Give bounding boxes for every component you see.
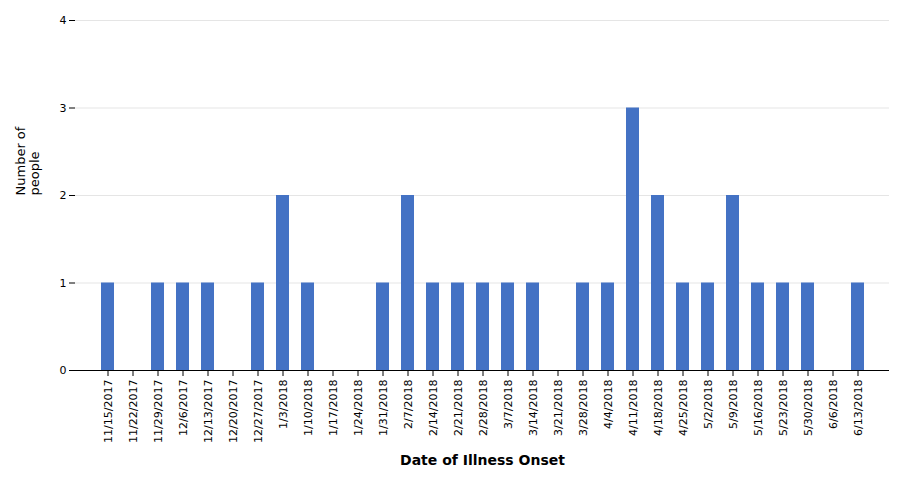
svg-text:12/20/2017: 12/20/2017: [227, 380, 240, 443]
svg-text:Date of Illness Onset: Date of Illness Onset: [400, 452, 565, 468]
svg-text:1/10/2018: 1/10/2018: [302, 380, 315, 436]
svg-text:2: 2: [60, 189, 67, 202]
svg-text:0: 0: [60, 364, 67, 377]
svg-text:1/3/2018: 1/3/2018: [277, 380, 290, 429]
svg-text:4/4/2018: 4/4/2018: [602, 380, 615, 429]
svg-text:4/25/2018: 4/25/2018: [677, 380, 690, 436]
svg-text:1/31/2018: 1/31/2018: [377, 380, 390, 436]
svg-text:3/28/2018: 3/28/2018: [577, 380, 590, 436]
svg-text:4/11/2018: 4/11/2018: [627, 380, 640, 436]
svg-text:5/23/2018: 5/23/2018: [777, 380, 790, 436]
svg-text:3/14/2018: 3/14/2018: [527, 380, 540, 436]
svg-text:2/14/2018: 2/14/2018: [427, 380, 440, 436]
svg-text:4: 4: [60, 14, 67, 27]
svg-text:1/24/2018: 1/24/2018: [352, 380, 365, 436]
svg-text:5/2/2018: 5/2/2018: [702, 380, 715, 429]
svg-text:2/28/2018: 2/28/2018: [477, 380, 490, 436]
svg-text:2/7/2018: 2/7/2018: [402, 380, 415, 429]
svg-text:12/13/2017: 12/13/2017: [202, 380, 215, 443]
svg-text:3: 3: [60, 102, 67, 115]
svg-text:11/15/2017: 11/15/2017: [102, 380, 115, 443]
svg-text:2/21/2018: 2/21/2018: [452, 380, 465, 436]
svg-text:3/7/2018: 3/7/2018: [502, 380, 515, 429]
svg-text:11/29/2017: 11/29/2017: [152, 380, 165, 443]
svg-text:12/6/2017: 12/6/2017: [177, 380, 190, 436]
svg-text:5/30/2018: 5/30/2018: [802, 380, 815, 436]
svg-text:6/13/2018: 6/13/2018: [852, 380, 865, 436]
svg-text:12/27/2017: 12/27/2017: [252, 380, 265, 443]
svg-text:4/18/2018: 4/18/2018: [652, 380, 665, 436]
svg-text:6/6/2018: 6/6/2018: [827, 380, 840, 429]
svg-text:1/17/2018: 1/17/2018: [327, 380, 340, 436]
svg-text:5/9/2018: 5/9/2018: [727, 380, 740, 429]
svg-text:1: 1: [60, 277, 67, 290]
svg-text:5/16/2018: 5/16/2018: [752, 380, 765, 436]
svg-text:11/22/2017: 11/22/2017: [127, 380, 140, 443]
svg-text:3/21/2018: 3/21/2018: [552, 380, 565, 436]
svg-text:Number ofpeople: Number ofpeople: [13, 126, 42, 195]
